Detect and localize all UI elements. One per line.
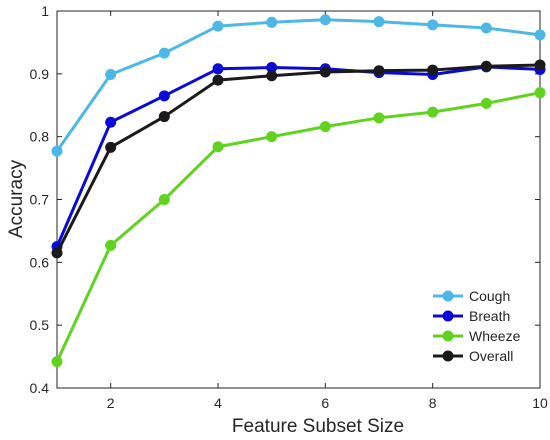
legend-swatch-marker: [442, 290, 454, 302]
data-point-wheeze: [212, 141, 224, 153]
legend-item-breath: Breath: [433, 308, 510, 324]
series-cough: [51, 14, 546, 157]
x-tick-label: 4: [214, 395, 222, 411]
x-tick-label: 2: [107, 395, 115, 411]
data-point-overall: [266, 70, 278, 82]
y-axis-title: Accuracy: [6, 159, 27, 238]
data-point-overall: [158, 111, 170, 123]
legend-swatch-marker: [442, 310, 454, 322]
data-point-cough: [319, 14, 331, 26]
data-point-wheeze: [534, 87, 546, 99]
data-point-wheeze: [373, 112, 385, 124]
series-overall: [51, 59, 546, 259]
data-point-overall: [212, 74, 224, 86]
data-point-overall: [105, 141, 117, 153]
plot-axes: 2 4 6 8 10 0.4 0.5 0.6 0.7 0.8 0.9 1: [30, 3, 548, 411]
data-point-overall: [427, 64, 439, 76]
data-point-breath: [158, 90, 170, 102]
data-point-breath: [105, 116, 117, 128]
series-line-wheeze: [55, 91, 541, 363]
data-point-wheeze: [105, 239, 117, 251]
legend-swatch-marker: [442, 330, 454, 342]
y-tick-label: 0.4: [30, 380, 50, 396]
legend-label: Wheeze: [469, 328, 521, 344]
data-point-cough: [373, 16, 385, 28]
legend-label: Cough: [469, 288, 510, 304]
data-point-cough: [427, 19, 439, 31]
series-layer: [51, 14, 546, 368]
data-point-overall: [319, 66, 331, 78]
x-axis-title: Feature Subset Size: [232, 416, 404, 437]
series-breath: [51, 61, 546, 253]
y-tick-label: 0.5: [30, 317, 50, 333]
legend-item-overall: Overall: [433, 348, 513, 364]
data-point-cough: [105, 68, 117, 80]
data-point-wheeze: [51, 356, 63, 368]
data-point-overall: [373, 65, 385, 77]
series-line-cough: [55, 18, 541, 152]
y-tick-label: 0.8: [30, 129, 50, 145]
y-tick-label: 1: [41, 3, 49, 19]
data-point-breath: [266, 62, 278, 74]
legend: Cough Breath Wheeze Overall: [433, 288, 521, 364]
data-point-cough: [212, 20, 224, 32]
data-point-cough: [158, 47, 170, 59]
y-tick-label: 0.6: [30, 254, 50, 270]
y-tick-label: 0.7: [30, 192, 50, 208]
legend-item-cough: Cough: [433, 288, 510, 304]
data-point-wheeze: [319, 121, 331, 133]
data-point-cough: [266, 16, 278, 28]
data-point-cough: [51, 145, 63, 157]
data-point-overall: [480, 60, 492, 72]
legend-item-wheeze: Wheeze: [433, 328, 521, 344]
data-point-cough: [534, 29, 546, 41]
series-line-overall: [55, 63, 541, 254]
legend-label: Breath: [469, 308, 510, 324]
series-line-breath: [55, 65, 541, 248]
legend-label: Overall: [469, 348, 513, 364]
y-tick-label: 0.9: [30, 66, 50, 82]
data-point-overall: [534, 59, 546, 71]
data-point-wheeze: [427, 106, 439, 118]
data-point-overall: [51, 247, 63, 259]
data-point-cough: [480, 22, 492, 34]
x-tick-label: 6: [321, 395, 329, 411]
data-point-wheeze: [480, 97, 492, 109]
x-tick-label: 10: [532, 395, 548, 411]
series-wheeze: [51, 87, 546, 368]
x-tick-label: 8: [429, 395, 437, 411]
data-point-wheeze: [266, 131, 278, 143]
legend-swatch-marker: [442, 350, 454, 362]
data-point-wheeze: [158, 194, 170, 205]
data-point-breath: [212, 63, 224, 75]
